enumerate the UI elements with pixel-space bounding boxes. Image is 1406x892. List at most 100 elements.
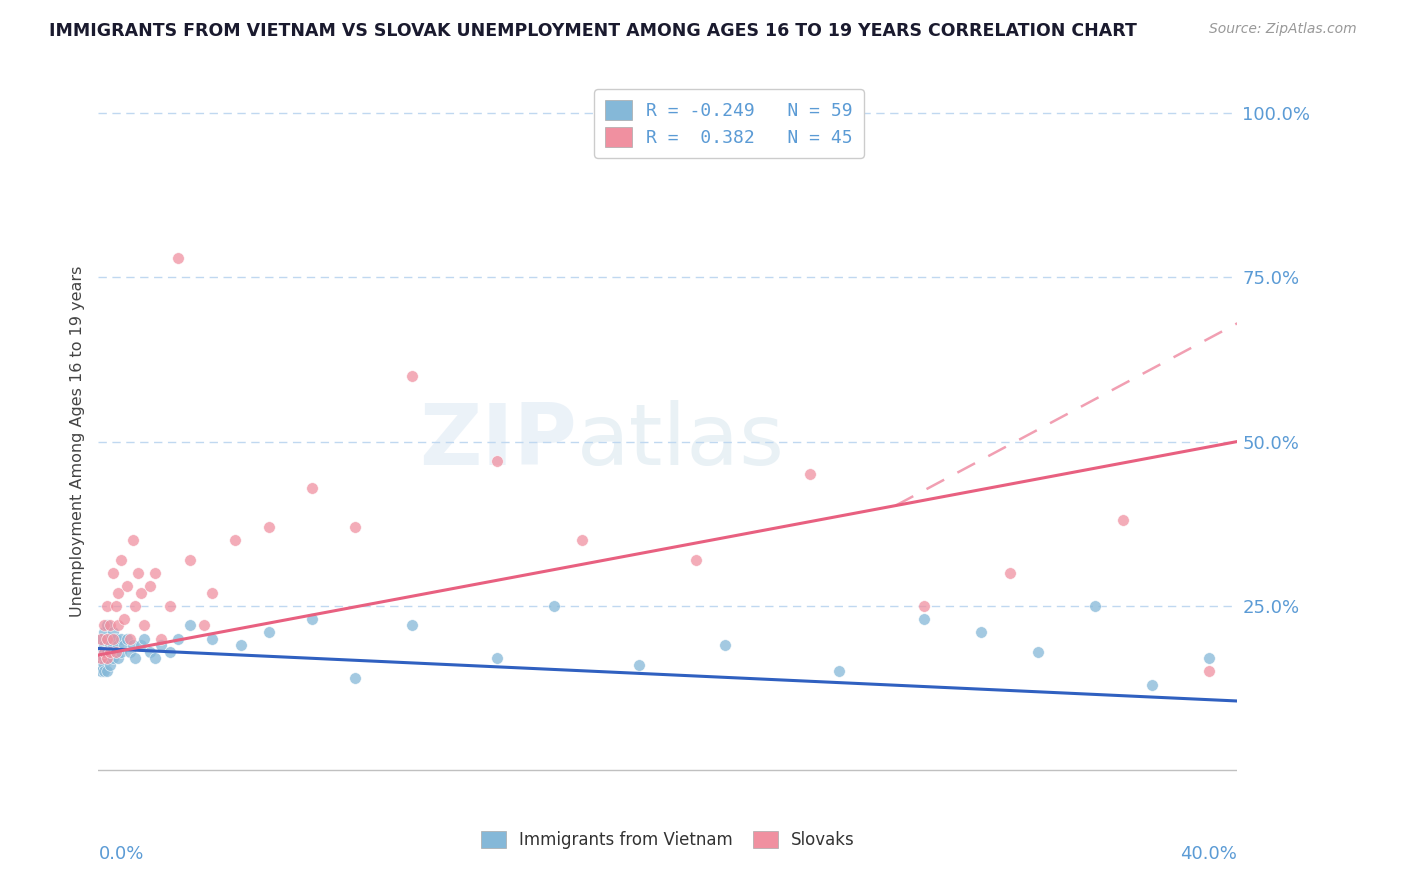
- Point: [98, 618, 121, 632]
- Point: [1140, 677, 1163, 691]
- Point: [101, 566, 124, 580]
- Point: [90, 645, 112, 659]
- Point: [138, 645, 160, 659]
- Point: [90, 651, 112, 665]
- Point: [93, 638, 115, 652]
- Point: [179, 618, 201, 632]
- Y-axis label: Unemployment Among Ages 16 to 19 years: Unemployment Among Ages 16 to 19 years: [69, 266, 84, 617]
- Point: [98, 632, 121, 646]
- Point: [1026, 645, 1049, 659]
- Point: [107, 638, 129, 652]
- Point: [127, 566, 149, 580]
- Point: [124, 599, 146, 613]
- Point: [159, 599, 181, 613]
- Point: [101, 651, 124, 665]
- Point: [96, 651, 118, 665]
- Point: [96, 665, 118, 679]
- Point: [96, 651, 118, 665]
- Point: [90, 665, 112, 679]
- Point: [96, 632, 118, 646]
- Point: [224, 533, 246, 547]
- Point: [93, 657, 115, 672]
- Text: IMMIGRANTS FROM VIETNAM VS SLOVAK UNEMPLOYMENT AMONG AGES 16 TO 19 YEARS CORRELA: IMMIGRANTS FROM VIETNAM VS SLOVAK UNEMPL…: [49, 22, 1137, 40]
- Point: [201, 585, 224, 599]
- Text: 0.0%: 0.0%: [98, 846, 143, 863]
- Point: [101, 625, 124, 640]
- Text: atlas: atlas: [576, 400, 785, 483]
- Text: Source: ZipAtlas.com: Source: ZipAtlas.com: [1209, 22, 1357, 37]
- Text: 40.0%: 40.0%: [1181, 846, 1237, 863]
- Point: [93, 625, 115, 640]
- Point: [90, 632, 112, 646]
- Point: [93, 651, 115, 665]
- Point: [104, 632, 127, 646]
- Point: [150, 632, 173, 646]
- Point: [110, 553, 132, 567]
- Point: [121, 638, 143, 652]
- Point: [112, 612, 135, 626]
- Point: [912, 612, 935, 626]
- Point: [107, 618, 129, 632]
- Point: [259, 625, 281, 640]
- Point: [98, 651, 121, 665]
- Point: [93, 645, 115, 659]
- Point: [998, 566, 1021, 580]
- Point: [1198, 651, 1220, 665]
- Point: [970, 625, 993, 640]
- Point: [101, 632, 124, 646]
- Point: [1112, 513, 1135, 527]
- Point: [159, 645, 181, 659]
- Point: [179, 553, 201, 567]
- Point: [145, 651, 167, 665]
- Point: [229, 638, 252, 652]
- Point: [110, 632, 132, 646]
- Point: [90, 651, 112, 665]
- Point: [96, 599, 118, 613]
- Point: [124, 651, 146, 665]
- Point: [129, 585, 152, 599]
- Point: [486, 454, 509, 468]
- Text: ZIP: ZIP: [419, 400, 576, 483]
- Point: [138, 579, 160, 593]
- Point: [115, 632, 138, 646]
- Point: [129, 638, 152, 652]
- Point: [104, 599, 127, 613]
- Point: [90, 632, 112, 646]
- Point: [96, 618, 118, 632]
- Point: [401, 368, 423, 383]
- Point: [101, 638, 124, 652]
- Point: [912, 599, 935, 613]
- Point: [301, 612, 323, 626]
- Point: [145, 566, 167, 580]
- Point: [104, 645, 127, 659]
- Point: [685, 553, 707, 567]
- Point: [96, 632, 118, 646]
- Point: [98, 645, 121, 659]
- Point: [98, 638, 121, 652]
- Point: [401, 618, 423, 632]
- Point: [259, 520, 281, 534]
- Point: [93, 618, 115, 632]
- Point: [121, 533, 143, 547]
- Point: [107, 651, 129, 665]
- Point: [132, 632, 155, 646]
- Point: [96, 645, 118, 659]
- Point: [90, 657, 112, 672]
- Point: [828, 665, 851, 679]
- Point: [98, 657, 121, 672]
- Point: [107, 585, 129, 599]
- Point: [543, 599, 565, 613]
- Point: [799, 467, 821, 482]
- Point: [343, 520, 366, 534]
- Point: [115, 579, 138, 593]
- Point: [112, 638, 135, 652]
- Point: [104, 645, 127, 659]
- Point: [714, 638, 737, 652]
- Point: [93, 645, 115, 659]
- Point: [167, 251, 190, 265]
- Point: [167, 632, 190, 646]
- Point: [110, 645, 132, 659]
- Point: [118, 632, 141, 646]
- Point: [132, 618, 155, 632]
- Point: [343, 671, 366, 685]
